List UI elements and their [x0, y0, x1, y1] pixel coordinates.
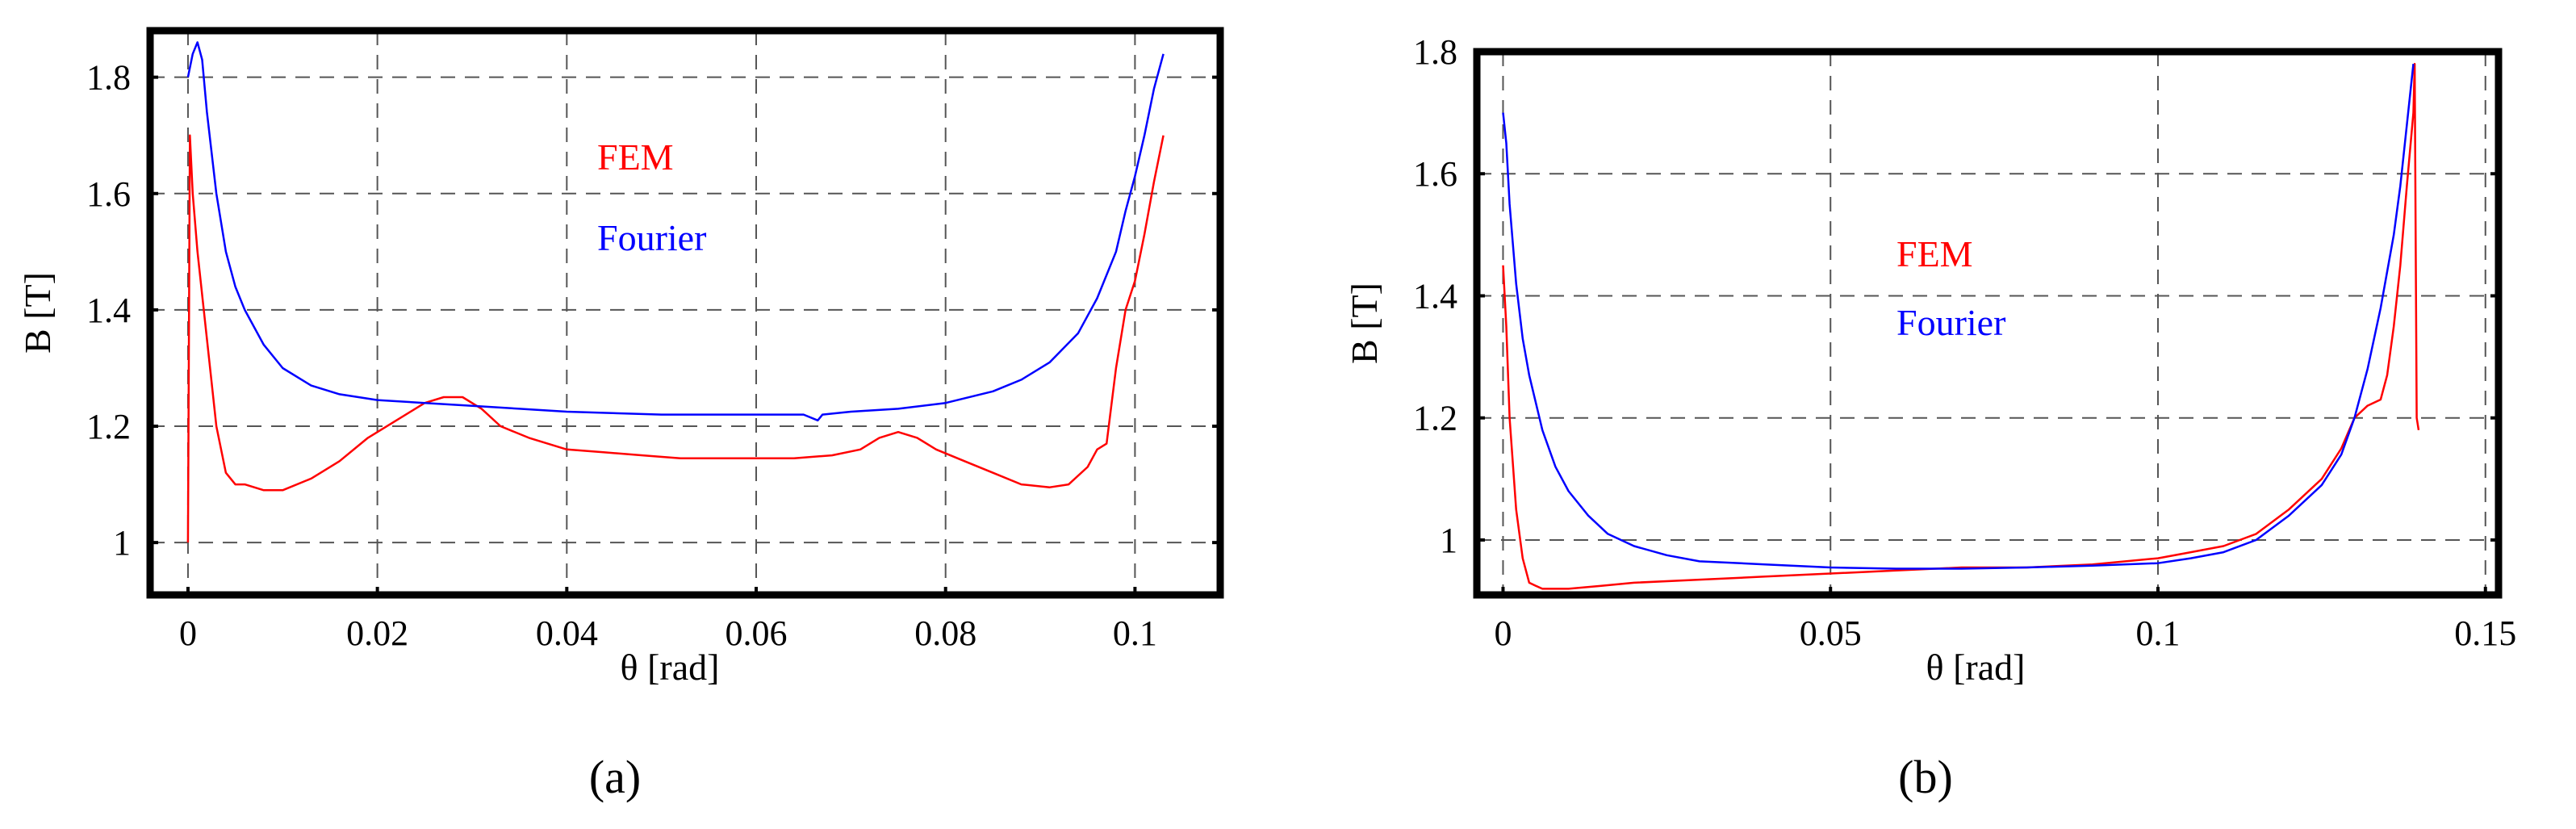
x-tick-label: 0.02 [346, 613, 408, 653]
plot-frame [146, 27, 1224, 599]
y-tick-label: 1.4 [86, 291, 131, 330]
y-tick-label: 1.8 [86, 58, 131, 98]
chart-panel-a: 0 0.02 0.04 0.06 0.08 0.1 1 1.2 1.4 1.6 1.8 θ [rad]… [17, 27, 1224, 688]
series-line-fourier [1502, 63, 2415, 570]
y-tick-label: 1.2 [1413, 399, 1457, 438]
x-axis-label: θ [rad] [1926, 647, 2026, 688]
x-tick-label: 0 [179, 613, 197, 653]
y-tick-label: 1.6 [86, 174, 131, 214]
y-tick-label: 1 [1440, 521, 1457, 560]
y-tick-label: 1.8 [1413, 32, 1457, 72]
x-tick-label: 0.08 [914, 613, 976, 653]
x-tick-label: 0.06 [726, 613, 788, 653]
y-axis-label: B [T] [17, 272, 58, 354]
x-tick-label: 0.15 [2454, 613, 2516, 653]
x-tick-label: 0.1 [2136, 613, 2181, 653]
x-axis-label: θ [rad] [621, 647, 720, 688]
y-axis-label: B [T] [1344, 283, 1385, 364]
legend-entry-fourier: Fourier [1896, 302, 2005, 343]
plot-frame [1473, 48, 2503, 599]
y-tick-label: 1.2 [86, 407, 131, 446]
chart-panel-b: 0 0.05 0.1 0.15 1 1.2 1.4 1.6 1.8 θ [rad] B [T] FEM… [1344, 32, 2516, 688]
series-line-fourier [186, 41, 1165, 422]
x-tick-label: 0.1 [1113, 613, 1157, 653]
series-line-fem [186, 134, 1165, 543]
series-line-fem [1502, 62, 2420, 590]
panel-label-a: (a) [589, 751, 641, 803]
legend-entry-fem: FEM [1896, 233, 1973, 274]
y-tick-label: 1 [113, 523, 131, 563]
legend-entry-fourier: Fourier [597, 217, 706, 258]
y-tick-label: 1.4 [1413, 276, 1457, 316]
y-tick-label: 1.6 [1413, 154, 1457, 194]
legend-entry-fem: FEM [597, 136, 674, 178]
x-tick-label: 0.05 [1800, 613, 1862, 653]
panel-label-b: (b) [1898, 751, 1953, 803]
x-tick-label: 0 [1494, 613, 1512, 653]
x-tick-label: 0.04 [536, 613, 598, 653]
